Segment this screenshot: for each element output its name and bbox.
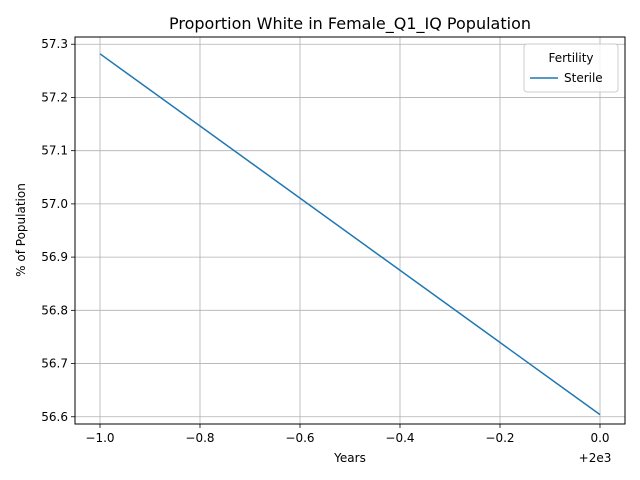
x-tick-label: 0.0 <box>590 431 609 445</box>
legend-label-sterile: Sterile <box>564 71 603 85</box>
x-tick-label: −0.6 <box>285 431 314 445</box>
x-axis: −1.0 −0.8 −0.6 −0.4 −0.2 0.0 <box>85 424 610 445</box>
y-axis-label: % of Population <box>14 183 28 277</box>
x-axis-offset-label: +2e3 <box>579 451 612 465</box>
x-axis-label: Years <box>333 451 366 465</box>
y-tick-label: 57.0 <box>41 197 68 211</box>
y-tick-label: 56.7 <box>41 357 68 371</box>
grid <box>75 37 625 424</box>
legend-title: Fertility <box>548 51 593 65</box>
y-tick-label: 57.3 <box>41 37 68 51</box>
chart-title: Proportion White in Female_Q1_IQ Populat… <box>169 14 531 34</box>
legend-box <box>523 43 619 93</box>
y-tick-label: 57.2 <box>41 90 68 104</box>
legend: Fertility Sterile <box>523 43 619 93</box>
plot-lines <box>99 53 601 416</box>
y-tick-label: 57.1 <box>41 144 68 158</box>
y-axis: 56.6 56.7 56.8 56.9 57.0 57.1 57.2 57.3 <box>41 37 75 424</box>
y-tick-label: 56.8 <box>41 303 68 317</box>
y-tick-label: 56.9 <box>41 250 68 264</box>
x-tick-label: −0.8 <box>185 431 214 445</box>
y-tick-label: 56.6 <box>41 410 68 424</box>
x-tick-label: −0.4 <box>385 431 414 445</box>
x-tick-label: −1.0 <box>85 431 114 445</box>
series-line-sterile <box>99 53 601 416</box>
x-tick-label: −0.2 <box>485 431 514 445</box>
plot-frame <box>74 36 626 425</box>
